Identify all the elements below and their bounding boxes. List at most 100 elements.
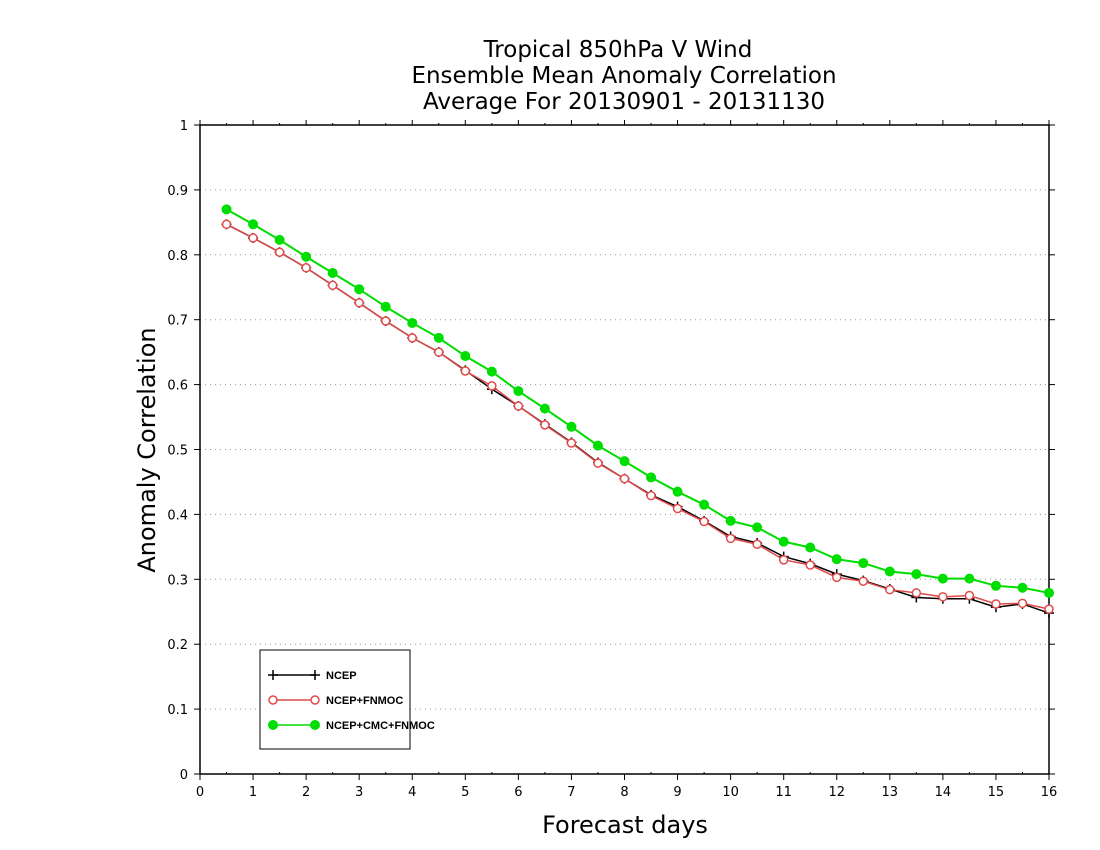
- chart-title-line-1: Tropical 850hPa V Wind: [483, 37, 753, 63]
- data-point-ncep-cmc-fnmoc: [486, 366, 497, 377]
- data-point-ncep-cmc-fnmoc: [831, 554, 842, 565]
- y-tick-label: 0.3: [167, 573, 188, 588]
- data-point-ncep-fnmoc: [938, 592, 948, 602]
- x-tick-label: 1: [249, 785, 257, 800]
- data-point-ncep-fnmoc: [619, 473, 630, 484]
- data-point-ncep-cmc-fnmoc: [884, 566, 895, 577]
- data-point-ncep-cmc-fnmoc: [301, 251, 312, 262]
- data-point-ncep-fnmoc: [964, 590, 975, 601]
- data-point-ncep-fnmoc: [752, 539, 762, 550]
- data-point-ncep-fnmoc: [991, 599, 1001, 609]
- data-point-ncep-fnmoc: [460, 366, 471, 376]
- y-tick-label: 0.5: [167, 444, 188, 459]
- x-tick-label: 3: [355, 785, 363, 800]
- x-tick-label: 4: [408, 785, 416, 800]
- y-tick-label: 0.8: [167, 249, 188, 264]
- data-point-ncep-cmc-fnmoc: [539, 403, 550, 414]
- data-point-ncep-fnmoc: [911, 588, 922, 598]
- data-point-ncep-cmc-fnmoc: [433, 332, 444, 343]
- data-point-ncep-cmc-fnmoc: [778, 536, 789, 547]
- data-point-ncep-cmc-fnmoc: [407, 317, 418, 328]
- data-point-ncep-cmc-fnmoc: [672, 486, 683, 497]
- legend-label-ncep: NCEP: [326, 670, 357, 682]
- x-tick-label: 8: [620, 785, 628, 800]
- x-tick-label: 13: [882, 785, 899, 800]
- x-tick-label: 10: [722, 785, 739, 800]
- plot-frame: [199, 124, 1050, 775]
- y-axis-label: Anomaly Correlation: [133, 327, 161, 572]
- series-line-ncep-fnmoc: [226, 223, 1050, 610]
- x-tick-label: 0: [196, 785, 204, 800]
- data-point-ncep-fnmoc: [221, 219, 232, 230]
- y-tick-label: 0.1: [167, 703, 188, 718]
- chart-title-line-3: Average For 20130901 - 20131130: [423, 89, 825, 115]
- series-markers-ncep-fnmoc: [221, 219, 1054, 614]
- data-point-ncep-fnmoc: [593, 458, 603, 468]
- data-point-ncep-fnmoc: [274, 247, 285, 257]
- legend-label-ncep-fnmoc: NCEP+FNMOC: [326, 695, 403, 707]
- data-point-ncep-cmc-fnmoc: [566, 421, 577, 432]
- data-point-ncep-cmc-fnmoc: [725, 515, 736, 526]
- data-point-ncep-fnmoc: [487, 381, 497, 391]
- grid-lines: [200, 189, 1049, 710]
- x-tick-label: 15: [988, 785, 1005, 800]
- y-tick-label: 1: [180, 119, 188, 134]
- data-point-ncep-fnmoc: [248, 233, 258, 243]
- legend-marker-ncep: [268, 670, 278, 680]
- legend-marker-ncep-cmc-fnmoc: [268, 720, 278, 730]
- data-point-ncep-cmc-fnmoc: [274, 234, 285, 245]
- data-point-ncep-cmc-fnmoc: [221, 204, 232, 215]
- x-tick-label: 14: [935, 785, 952, 800]
- data-point-ncep-cmc-fnmoc: [619, 456, 630, 467]
- x-tick-label: 9: [673, 785, 681, 800]
- data-point-ncep-fnmoc: [434, 347, 444, 357]
- x-tick-label: 12: [828, 785, 845, 800]
- data-point-ncep-fnmoc: [301, 263, 311, 273]
- x-tick-label: 5: [461, 785, 469, 800]
- data-point-ncep-fnmoc: [778, 555, 789, 565]
- y-tick-label: 0.4: [167, 508, 188, 523]
- data-point-ncep-fnmoc: [354, 298, 364, 308]
- x-tick-label: 7: [567, 785, 575, 800]
- data-point-ncep-fnmoc: [672, 503, 683, 514]
- legend-marker-ncep-cmc-fnmoc: [310, 720, 320, 730]
- data-point-ncep-cmc-fnmoc: [858, 558, 869, 569]
- data-point-ncep-cmc-fnmoc: [354, 284, 365, 295]
- y-tick-label: 0.9: [167, 184, 188, 199]
- legend-label-ncep-cmc-fnmoc: NCEP+CMC+FNMOC: [326, 720, 435, 732]
- x-tick-label: 6: [514, 785, 522, 800]
- data-point-ncep-cmc-fnmoc: [752, 522, 763, 533]
- data-point-ncep-fnmoc: [725, 533, 736, 544]
- legend-marker-ncep-fnmoc: [268, 695, 278, 705]
- data-point-ncep-fnmoc: [380, 316, 391, 326]
- axis-ticks: 00.10.20.30.40.50.60.70.80.910 1 2 3 4 5 6 7 8 9 1…: [167, 119, 1057, 800]
- data-point-ncep-cmc-fnmoc: [460, 351, 471, 362]
- data-point-ncep-fnmoc: [513, 401, 524, 411]
- series-line-ncep-cmc-fnmoc: [226, 208, 1050, 594]
- x-tick-label: 2: [302, 785, 310, 800]
- data-point-ncep-cmc-fnmoc: [937, 573, 948, 584]
- data-point-ncep-cmc-fnmoc: [805, 542, 816, 553]
- x-tick-label: 16: [1041, 785, 1058, 800]
- data-point-ncep-cmc-fnmoc: [911, 569, 922, 580]
- data-point-ncep-cmc-fnmoc: [699, 499, 710, 510]
- data-point-ncep-cmc-fnmoc: [1044, 587, 1054, 598]
- y-tick-label: 0: [180, 768, 188, 783]
- data-point-ncep-cmc-fnmoc: [380, 301, 391, 312]
- data-point-ncep-fnmoc: [540, 420, 550, 430]
- legend-marker-ncep-fnmoc: [310, 695, 320, 705]
- chart-title-line-2: Ensemble Mean Anomaly Correlation: [411, 63, 836, 89]
- data-point-ncep-cmc-fnmoc: [513, 386, 524, 397]
- data-point-ncep-fnmoc: [699, 516, 709, 527]
- series-layer: [221, 204, 1054, 619]
- data-point-ncep-fnmoc: [885, 584, 895, 595]
- x-axis-label: Forecast days: [542, 811, 708, 839]
- series-markers-ncep-cmc-fnmoc: [221, 204, 1054, 598]
- data-point-ncep-fnmoc: [858, 576, 869, 586]
- data-point-ncep-cmc-fnmoc: [964, 573, 975, 584]
- data-point-ncep-fnmoc: [327, 280, 338, 291]
- data-point-ncep-cmc-fnmoc: [248, 219, 259, 230]
- data-point-ncep-fnmoc: [407, 333, 417, 343]
- data-point-ncep-cmc-fnmoc: [327, 267, 338, 278]
